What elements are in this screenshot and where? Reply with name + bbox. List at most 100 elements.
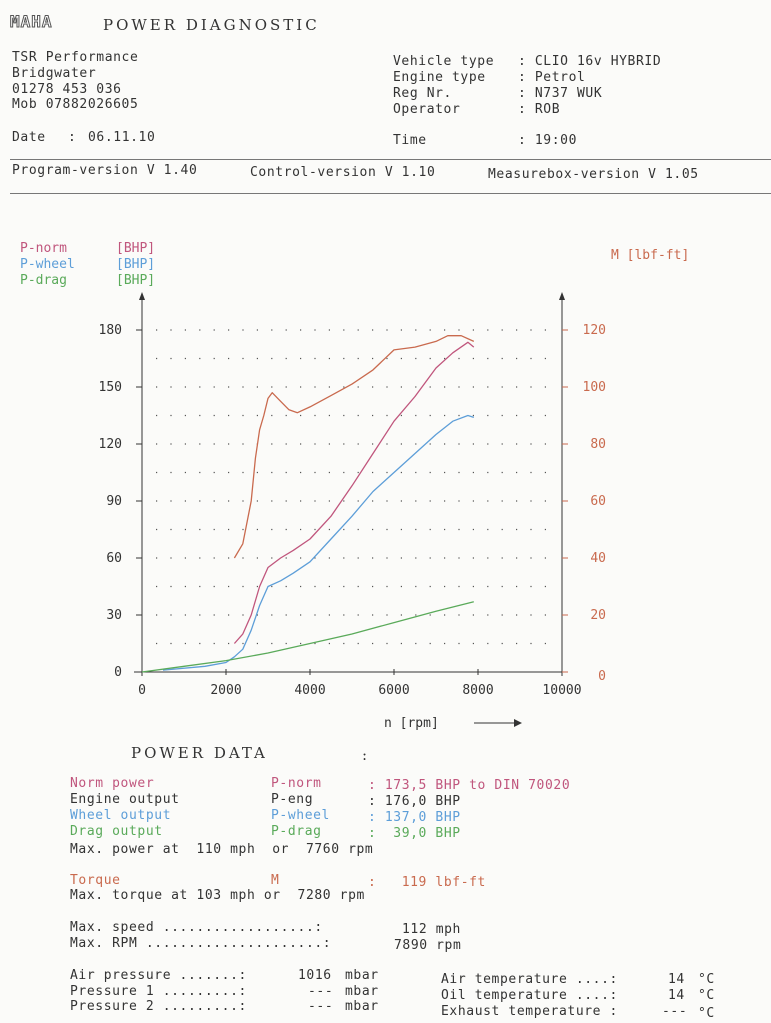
x-tick-label: 4000 xyxy=(294,683,325,698)
reg-value: : N737 WUK xyxy=(518,86,603,101)
divider-top xyxy=(10,159,771,160)
reg-label: Reg Nr. xyxy=(393,86,452,101)
y-left-tick-label: 90 xyxy=(106,494,122,509)
legend-wheel-unit: [BHP] xyxy=(116,257,155,272)
drag-power-line xyxy=(141,601,474,673)
y-left-tick-label: 0 xyxy=(114,665,122,680)
air-pressure-label: Air pressure .......: xyxy=(70,968,247,983)
pressure1-unit: mbar xyxy=(345,984,379,999)
norm-power-label: Norm power xyxy=(70,776,155,791)
y-right-tick-label: 120 xyxy=(583,323,606,338)
wheel-output-value: : 137,0 BHP xyxy=(368,810,461,825)
program-version: Program-version V 1.40 xyxy=(12,163,198,178)
legend-norm-unit: [BHP] xyxy=(116,241,155,256)
power-data-colon: : xyxy=(362,746,368,764)
engine-label: Engine type xyxy=(393,70,486,85)
drag-output-value: : 39,0 BHP xyxy=(368,826,461,841)
y-left-tick-label: 120 xyxy=(99,437,122,452)
legend-wheel-name: P-wheel xyxy=(20,257,75,272)
x-tick-label: 6000 xyxy=(378,683,409,698)
engine-output-value: : 176,0 BHP xyxy=(368,794,461,809)
date-value: 06.11.10 xyxy=(88,130,156,145)
x-tick-label: 10000 xyxy=(542,683,581,698)
drag-output-label: Drag output xyxy=(70,824,163,839)
y-right-tick-label: 20 xyxy=(590,608,606,623)
pressure1-label: Pressure 1 .........: xyxy=(70,984,247,999)
document-title: POWER DIAGNOSTIC xyxy=(103,16,320,34)
exhaust-temp-value: --- xyxy=(662,1004,688,1019)
max-power: Max. power at 110 mph or 7760 rpm xyxy=(70,842,374,857)
legend: P-norm [BHP] P-wheel [BHP] P-drag [BHP] xyxy=(20,241,155,288)
pressure2-label: Pressure 2 .........: xyxy=(70,999,247,1014)
control-version: Control-version V 1.10 xyxy=(250,165,436,180)
engine-output-symbol: P-eng xyxy=(271,792,314,807)
max-speed-label: Max. speed ..................: xyxy=(70,920,323,935)
torque-label: Torque xyxy=(70,873,121,888)
exhaust-temp-unit: °C xyxy=(698,1006,715,1021)
ticks: 0 2000 4000 6000 8000 10000 0 30 60 90 120 150 180 0 2… xyxy=(99,323,606,698)
engine-output-label: Engine output xyxy=(70,792,180,807)
divider-bottom xyxy=(10,193,771,194)
x-axis-arrow xyxy=(474,719,522,727)
legend-drag-name: P-drag xyxy=(20,273,67,288)
oil-temp-label: Oil temperature ....: xyxy=(441,988,618,1003)
y-axis-right-arrow xyxy=(559,292,565,300)
engine-value: : Petrol xyxy=(518,70,586,85)
x-tick-label: 2000 xyxy=(210,683,241,698)
y-left-tick-label: 60 xyxy=(106,551,122,566)
y-right-tick-label: 60 xyxy=(590,494,606,509)
y-right-tick-label: 100 xyxy=(583,380,606,395)
operator-value: : ROB xyxy=(518,102,561,117)
axes xyxy=(134,292,565,676)
y-axis-left-arrow xyxy=(139,292,145,300)
air-temp-value: 14 xyxy=(668,972,685,987)
drag-output-symbol: P-drag xyxy=(271,824,322,839)
norm-power-symbol: P-norm xyxy=(271,776,322,791)
date-colon: : xyxy=(68,130,77,145)
right-axis-label: M [lbf-ft] xyxy=(611,248,689,263)
max-rpm-value: 7890 rpm xyxy=(394,938,462,953)
time-label: Time xyxy=(393,133,427,148)
vehicle-label: Vehicle type xyxy=(393,54,495,69)
max-speed-value: 112 mph xyxy=(402,922,461,937)
company-mobile: Mob 07882026605 xyxy=(12,97,139,112)
pressure2-value: --- xyxy=(308,999,334,1014)
air-temp-label: Air temperature ....: xyxy=(441,972,618,987)
wheel-output-symbol: P-wheel xyxy=(271,808,330,823)
company-name: TSR Performance xyxy=(12,50,139,65)
maha-logo: MAHA xyxy=(10,12,53,32)
norm-power-value: : 173,5 BHP to DIN 70020 xyxy=(368,778,571,793)
x-axis-label: n [rpm] xyxy=(384,716,439,731)
torque-value: : 119 lbf-ft xyxy=(368,875,486,890)
torque-sym: M xyxy=(271,873,280,888)
max-rpm-label: Max. RPM .....................: xyxy=(70,936,332,951)
y-right-tick-label: 0 xyxy=(598,669,606,684)
y-left-tick-label: 150 xyxy=(99,380,122,395)
pressure2-unit: mbar xyxy=(345,999,379,1014)
wheel-power-line xyxy=(162,414,474,671)
x-tick-label: 0 xyxy=(138,683,146,698)
norm-power-line xyxy=(233,341,475,644)
oil-temp-value: 14 xyxy=(668,988,685,1003)
company-phone: 01278 453 036 xyxy=(12,82,122,97)
air-pressure-value: 1016 xyxy=(298,968,332,983)
pressure1-value: --- xyxy=(308,984,334,999)
x-tick-label: 8000 xyxy=(462,683,493,698)
wheel-output-label: Wheel output xyxy=(70,808,172,823)
torque-line xyxy=(233,335,475,559)
grid xyxy=(156,329,554,645)
y-left-tick-label: 180 xyxy=(99,323,122,338)
legend-norm-name: P-norm xyxy=(20,241,67,256)
max-torque: Max. torque at 103 mph or 7280 rpm xyxy=(70,888,365,903)
air-temp-unit: °C xyxy=(698,972,715,987)
y-left-tick-label: 30 xyxy=(106,608,122,623)
oil-temp-unit: °C xyxy=(698,988,715,1003)
legend-drag-unit: [BHP] xyxy=(116,273,155,288)
y-right-tick-label: 40 xyxy=(590,551,606,566)
operator-label: Operator xyxy=(393,102,461,117)
measurebox-version: Measurebox-version V 1.05 xyxy=(488,167,699,182)
vehicle-value: : CLIO 16v HYBRID xyxy=(518,54,662,69)
date-label: Date xyxy=(12,130,46,145)
series-lines xyxy=(141,335,475,673)
air-pressure-unit: mbar xyxy=(345,968,379,983)
